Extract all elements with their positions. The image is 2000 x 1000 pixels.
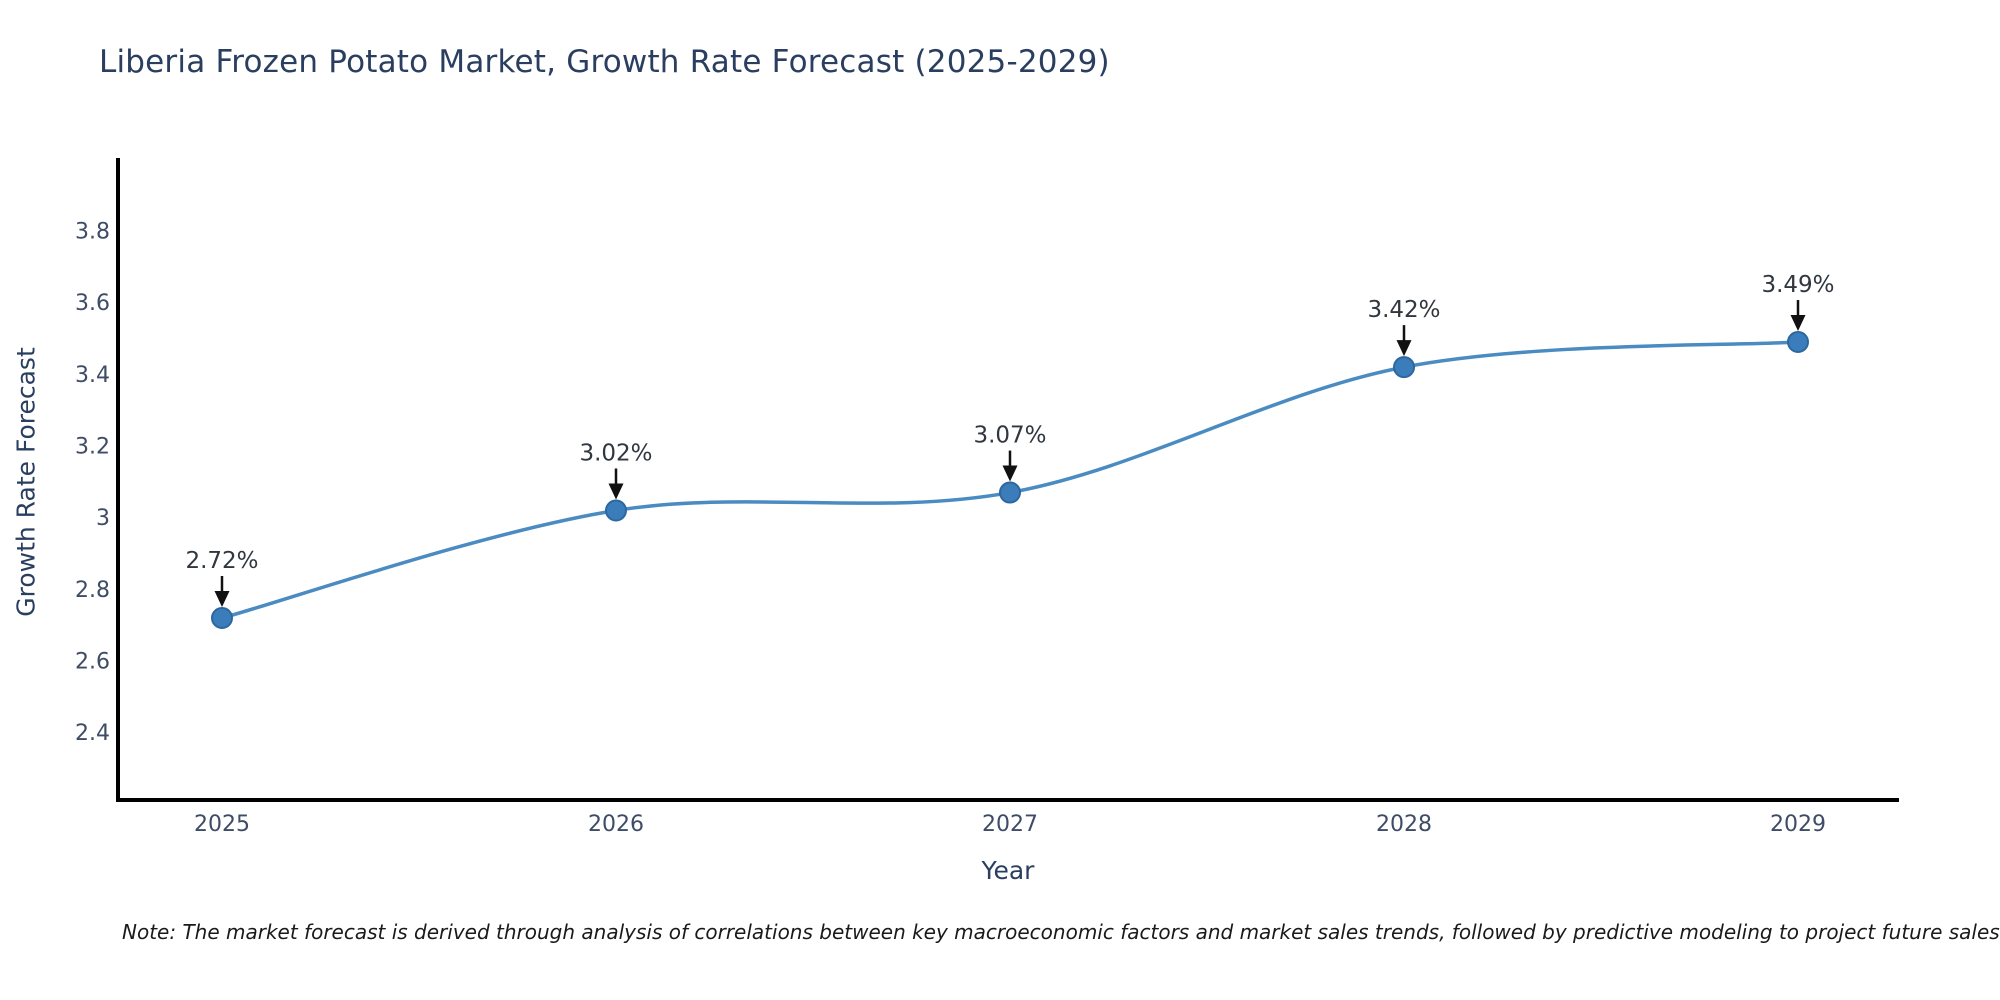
y-tick-label: 3.2 (75, 434, 110, 459)
y-tick-label: 3.6 (75, 291, 110, 316)
x-tick-label: 2025 (194, 812, 250, 837)
chart-title: Liberia Frozen Potato Market, Growth Rat… (99, 44, 1110, 80)
y-tick-label: 2.6 (75, 650, 110, 675)
x-tick-label: 2027 (982, 812, 1038, 837)
footnote: Note: The market forecast is derived thr… (122, 920, 2000, 944)
data-point-marker (1787, 331, 1809, 354)
data-point-marker (211, 607, 233, 629)
point-value-label: 3.02% (579, 440, 652, 466)
annotation-arrowhead-icon (1790, 315, 1806, 332)
annotation-arrowhead-icon (1002, 465, 1018, 482)
annotation-arrowhead-icon (608, 483, 624, 500)
data-point-marker (999, 481, 1021, 504)
point-value-label: 2.72% (185, 548, 258, 574)
x-tick-label: 2029 (1770, 812, 1826, 837)
y-tick-label: 3.8 (75, 219, 110, 244)
x-tick-label: 2028 (1376, 812, 1432, 837)
y-tick-label: 3.4 (75, 363, 110, 388)
annotation-arrowhead-icon (1396, 340, 1412, 357)
y-tick-label: 3 (96, 506, 110, 531)
annotation-arrowhead-icon (214, 591, 230, 607)
axis-lines (116, 158, 1899, 802)
data-point-marker (605, 499, 627, 522)
point-value-label: 3.49% (1761, 272, 1834, 298)
x-axis-title: Year (981, 856, 1035, 885)
data-point-marker (1393, 356, 1415, 379)
y-tick-label: 2.4 (75, 721, 110, 746)
y-tick-label: 2.8 (75, 578, 110, 603)
x-tick-label: 2026 (588, 812, 644, 837)
point-value-label: 3.42% (1367, 297, 1440, 323)
point-value-label: 3.07% (973, 423, 1046, 449)
